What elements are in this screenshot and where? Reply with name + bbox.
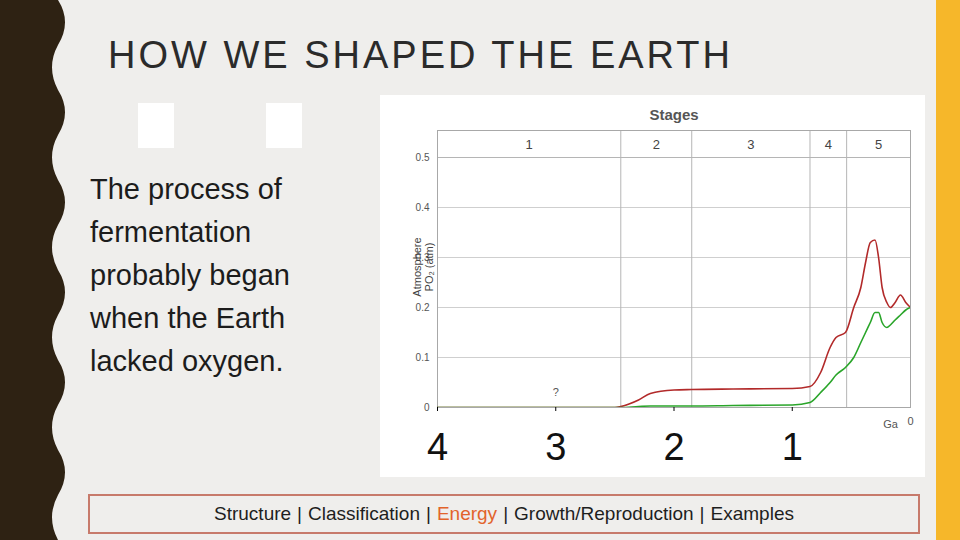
svg-text:0.4: 0.4 bbox=[416, 202, 430, 213]
html-text:PO₂ (atm): PO₂ (atm) bbox=[423, 242, 435, 292]
svg-text:4: 4 bbox=[825, 137, 832, 152]
svg-text:Ga: Ga bbox=[883, 418, 899, 430]
svg-text:1: 1 bbox=[782, 426, 803, 468]
svg-text:0.5: 0.5 bbox=[416, 152, 430, 163]
svg-text:2: 2 bbox=[653, 137, 660, 152]
svg-text:Stages: Stages bbox=[649, 106, 698, 123]
html-text:The process of fermentation pr: The process of fermentation probably beg… bbox=[90, 173, 290, 377]
svg-text:4: 4 bbox=[427, 426, 448, 468]
svg-text:0.2: 0.2 bbox=[416, 302, 430, 313]
svg-text:3: 3 bbox=[747, 137, 754, 152]
svg-text:0: 0 bbox=[907, 415, 913, 427]
svg-text:5: 5 bbox=[875, 137, 882, 152]
html-text:Structure | Classification | E: Structure | Classification | Energy | Gr… bbox=[214, 503, 794, 524]
html-text:Atmosphere: Atmosphere bbox=[411, 237, 423, 297]
html-text:HOW WE SHAPED THE EARTH: HOW WE SHAPED THE EARTH bbox=[108, 34, 733, 76]
svg-text:0: 0 bbox=[424, 402, 430, 413]
svg-text:3: 3 bbox=[545, 426, 566, 468]
svg-text:1: 1 bbox=[526, 137, 533, 152]
svg-text:2: 2 bbox=[663, 426, 684, 468]
svg-text:0.1: 0.1 bbox=[416, 352, 430, 363]
svg-text:?: ? bbox=[553, 386, 559, 398]
